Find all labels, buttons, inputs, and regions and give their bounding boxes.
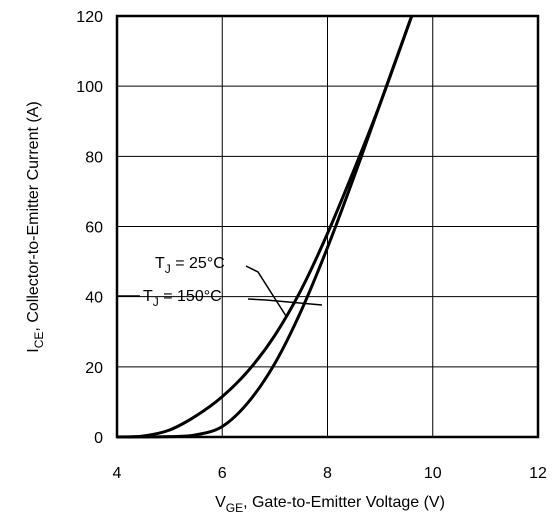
x-tick-label: 12 [529,465,547,482]
x-axis-label: VGE, Gate-to-Emitter Voltage (V) [215,494,445,515]
x-tick-label: 4 [113,465,122,482]
x-tick-label: 8 [323,465,332,482]
x-tick-label: 10 [424,465,442,482]
y-axis-label: ICE, Collector-to-Emitter Current (A) [25,101,46,352]
y-tick-label: 120 [76,9,103,26]
y-tick-label: 40 [85,290,103,307]
y-tick-labels: 0 20 40 60 80 100 120 [76,9,103,447]
curve-layer [116,15,414,439]
y-tick-label: 60 [85,220,103,237]
plot-frame [115,14,540,439]
series-label-25c: TJ = 25°C [155,255,225,276]
x-tick-label: 6 [218,465,227,482]
series-line-150c [116,15,414,439]
y-tick-label: 80 [85,149,103,166]
leader-line-150c [247,298,323,306]
y-tick-label: 100 [76,79,103,96]
y-tick-label: 20 [85,360,103,377]
grid-layer [116,15,539,438]
x-tick-labels: 4 6 8 10 12 [113,465,547,482]
series-label-150c: TJ = 150°C [143,288,222,309]
y-tick-label: 0 [94,430,103,447]
leader-line-25c [245,265,287,317]
